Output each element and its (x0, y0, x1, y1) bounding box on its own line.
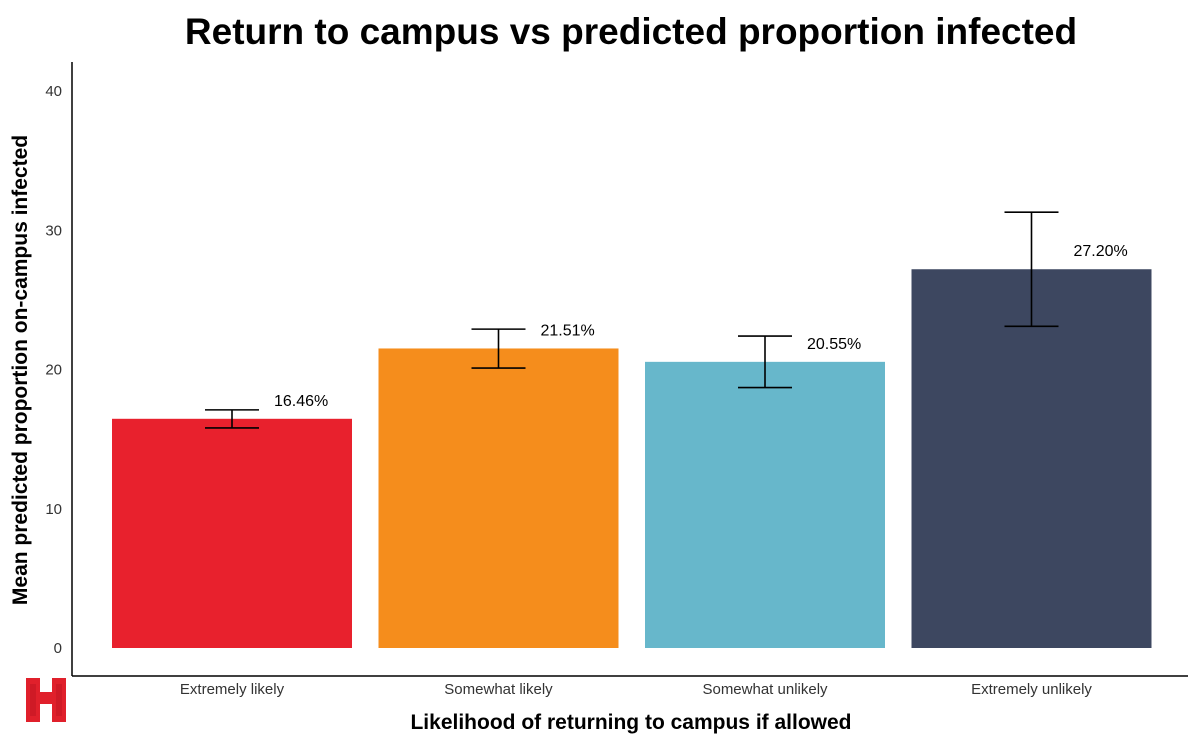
error-bar (471, 328, 526, 369)
error-bar (205, 409, 259, 429)
chart-title: Return to campus vs predicted proportion… (185, 11, 1077, 52)
x-tick-label: Extremely unlikely (971, 681, 1092, 698)
x-axis-label: Likelihood of returning to campus if all… (410, 711, 851, 734)
y-tick-label: 40 (45, 83, 62, 100)
y-ticks: 0 10 20 30 40 (45, 83, 62, 657)
y-tick-label: 0 (54, 640, 62, 657)
y-axis-label: Mean predicted proportion on-campus infe… (9, 135, 32, 605)
x-tick-labels: Extremely likely Somewhat likely Somewhat … (180, 681, 1093, 698)
harvard-logo-icon (26, 678, 66, 722)
y-tick-label: 30 (45, 222, 62, 239)
data-label: 27.20% (1074, 243, 1128, 260)
data-label: 20.55% (807, 336, 861, 353)
bars (112, 269, 1152, 648)
error-bar (738, 335, 792, 389)
bar (911, 269, 1152, 648)
data-labels: 16.46% 21.51% 20.55% 27.20% (274, 243, 1128, 410)
bar (378, 348, 619, 648)
bar (645, 361, 885, 648)
y-tick-label: 10 (45, 501, 62, 518)
data-label: 21.51% (541, 322, 595, 339)
y-tick-label: 20 (45, 362, 62, 379)
error-bars (205, 211, 1059, 429)
axes (71, 62, 1188, 677)
x-tick-label: Extremely likely (180, 681, 285, 698)
bar (112, 418, 352, 648)
data-label: 16.46% (274, 393, 328, 410)
x-tick-label: Somewhat unlikely (702, 681, 828, 698)
error-bar (1004, 211, 1059, 328)
x-tick-label: Somewhat likely (444, 681, 553, 698)
